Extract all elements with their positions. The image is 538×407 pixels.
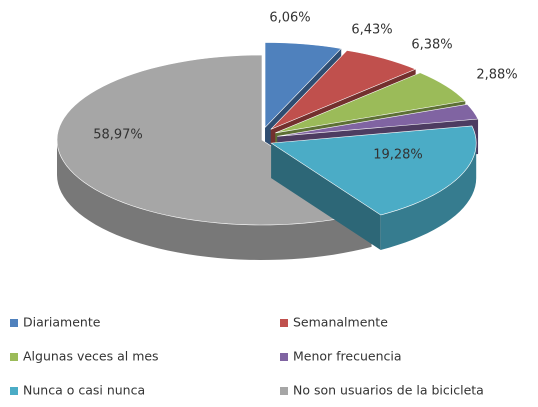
data-label: 58,97% (93, 128, 143, 143)
slice (270, 50, 417, 130)
data-label: 6,06% (269, 11, 310, 26)
legend-label: Algunas veces al mes (23, 349, 159, 364)
legend-label: Semanalmente (293, 315, 388, 330)
legend-label: Menor frecuencia (293, 349, 402, 364)
data-label: 6,43% (351, 23, 392, 38)
slice (275, 72, 466, 134)
slice-side (57, 140, 372, 260)
legend-label: No son usuarios de la bicicleta (293, 383, 484, 398)
legend-swatch (280, 353, 288, 361)
legend-swatch (280, 319, 288, 327)
legend-label: Nunca o casi nunca (23, 383, 145, 398)
data-label: 2,88% (476, 68, 517, 83)
legend-swatch (10, 387, 18, 395)
slice (277, 104, 479, 137)
data-label: 6,38% (411, 38, 452, 53)
legend-label: Diariamente (23, 315, 101, 330)
legend-swatch (10, 353, 18, 361)
legend-swatch (10, 319, 18, 327)
slice-side (380, 143, 477, 250)
slice-wall (271, 143, 381, 250)
data-label: 19,28% (373, 148, 423, 163)
legend-swatch (280, 387, 288, 395)
slice (270, 125, 477, 216)
slice (264, 42, 342, 129)
